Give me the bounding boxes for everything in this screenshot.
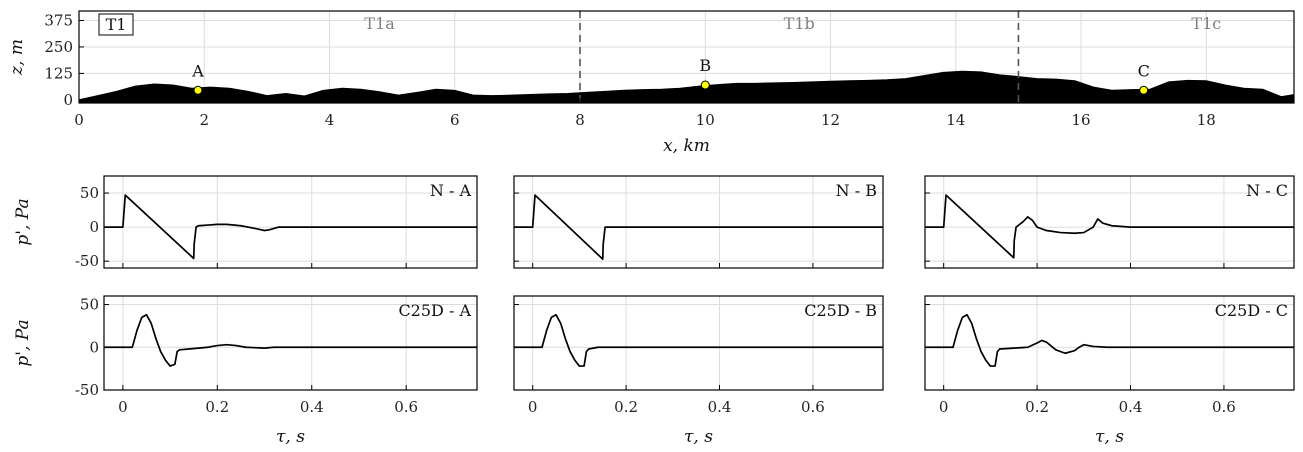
terrain-axes-frame <box>78 10 1295 104</box>
receiver-label-b: B <box>699 56 711 75</box>
x-axis-label: τ, s <box>276 427 305 447</box>
y-tick-label-1: 0 <box>89 338 99 356</box>
terrain-x-tick-label-8: 16 <box>1072 111 1091 129</box>
terrain-x-axis-label: x, km <box>663 136 710 156</box>
axes-frame <box>513 175 884 269</box>
panel-c25d-b: 0 0.2 0.4 0.6 C25D - B τ, s <box>513 295 884 447</box>
y-tick-label-2: 50 <box>80 296 99 314</box>
receiver-label-a: A <box>191 61 204 80</box>
x-tick-label-2: 0.4 <box>1119 398 1143 416</box>
terrain-x-tick-label-5: 10 <box>696 111 715 129</box>
x-axis-label: τ, s <box>684 427 713 447</box>
terrain-x-tick-label-9: 18 <box>1197 111 1216 129</box>
segment-label-t1a: T1a <box>364 14 395 33</box>
panel-n-c: N - C <box>924 175 1295 269</box>
receiver-point-c <box>1139 85 1149 95</box>
x-tick-label-3: 0.6 <box>394 398 418 416</box>
panel-c25d-a: 0 0.2 0.4 0.6 -50 0 50 C25D - A p', Pa τ, s <box>13 295 478 447</box>
panel-label: N - C <box>1246 181 1288 200</box>
terrain-ticks: 0 2 4 6 8 10 12 14 16 18 0 125 250 375 <box>44 12 1216 129</box>
receiver-points: A B C <box>191 56 1150 95</box>
terrain-tag: T1 <box>106 15 127 34</box>
panel-c25d-c: 0 0.2 0.4 0.6 C25D - C τ, s <box>924 295 1295 447</box>
panel-label: N - A <box>430 181 472 200</box>
terrain-x-tick-label-2: 4 <box>325 111 335 129</box>
panel-label: C25D - A <box>398 301 471 320</box>
segment-label-t1c: T1c <box>1191 14 1221 33</box>
x-tick-label-1: 0.2 <box>614 398 638 416</box>
x-tick-label-0: 0 <box>939 398 949 416</box>
pressure-series-line <box>514 313 883 367</box>
receiver-point-b <box>700 80 710 90</box>
x-tick-label-2: 0.4 <box>708 398 732 416</box>
x-tick-label-1: 0.2 <box>1025 398 1049 416</box>
terrain-y-tick-label-2: 250 <box>44 38 73 56</box>
terrain-profile <box>78 70 1295 104</box>
axes-frame <box>924 175 1295 269</box>
y-axis-label: p', Pa <box>13 319 33 366</box>
pressure-series-line <box>514 194 883 260</box>
pressure-panels: -50 0 50 N - A p', Pa N - B N - C 0 0.2 0.4 0.6 -50… <box>13 175 1295 447</box>
pressure-series-line <box>925 194 1294 259</box>
y-tick-label-0: -50 <box>75 252 99 270</box>
terrain-x-tick-label-1: 2 <box>199 111 209 129</box>
segment-dividers <box>579 11 1020 103</box>
receiver-label-c: C <box>1138 61 1150 80</box>
terrain-x-tick-label-7: 14 <box>946 111 965 129</box>
y-tick-label-1: 0 <box>89 218 99 236</box>
terrain-tag-box <box>98 13 134 36</box>
x-tick-label-0: 0 <box>118 398 128 416</box>
panel-n-a: -50 0 50 N - A p', Pa <box>13 175 478 270</box>
x-tick-label-3: 0.6 <box>1212 398 1236 416</box>
x-tick-label-1: 0.2 <box>205 398 229 416</box>
terrain-panel: T1a T1b T1c A B C 0 2 4 6 8 10 12 14 16 18 0 125 250… <box>7 10 1295 156</box>
panel-label: C25D - C <box>1215 301 1288 320</box>
pressure-series-line <box>925 313 1294 367</box>
x-tick-label-3: 0.6 <box>801 398 825 416</box>
x-tick-label-2: 0.4 <box>300 398 324 416</box>
segment-label-t1b: T1b <box>784 14 815 33</box>
x-axis-label: τ, s <box>1095 427 1124 447</box>
axes-frame <box>924 295 1295 391</box>
terrain-y-tick-label-0: 0 <box>63 91 73 109</box>
axes-frame <box>513 295 884 391</box>
receiver-point-a <box>193 85 203 95</box>
terrain-y-axis-label: z, m <box>7 39 27 76</box>
axes-frame <box>103 175 478 269</box>
terrain-x-tick-label-3: 6 <box>450 111 460 129</box>
pressure-series-line <box>104 313 477 367</box>
terrain-y-tick-label-3: 375 <box>44 12 73 30</box>
axes-frame <box>103 295 478 391</box>
x-tick-label-0: 0 <box>528 398 538 416</box>
panel-n-b: N - B <box>513 175 884 269</box>
terrain-x-tick-label-0: 0 <box>74 111 84 129</box>
y-tick-label-2: 50 <box>80 184 99 202</box>
terrain-x-tick-label-6: 12 <box>821 111 840 129</box>
y-tick-label-0: -50 <box>75 381 99 399</box>
terrain-x-tick-label-4: 8 <box>575 111 585 129</box>
panel-label: N - B <box>836 181 877 200</box>
terrain-y-tick-label-1: 125 <box>44 64 73 82</box>
panel-label: C25D - B <box>804 301 877 320</box>
pressure-series-line <box>104 194 477 260</box>
y-axis-label: p', Pa <box>13 198 33 245</box>
